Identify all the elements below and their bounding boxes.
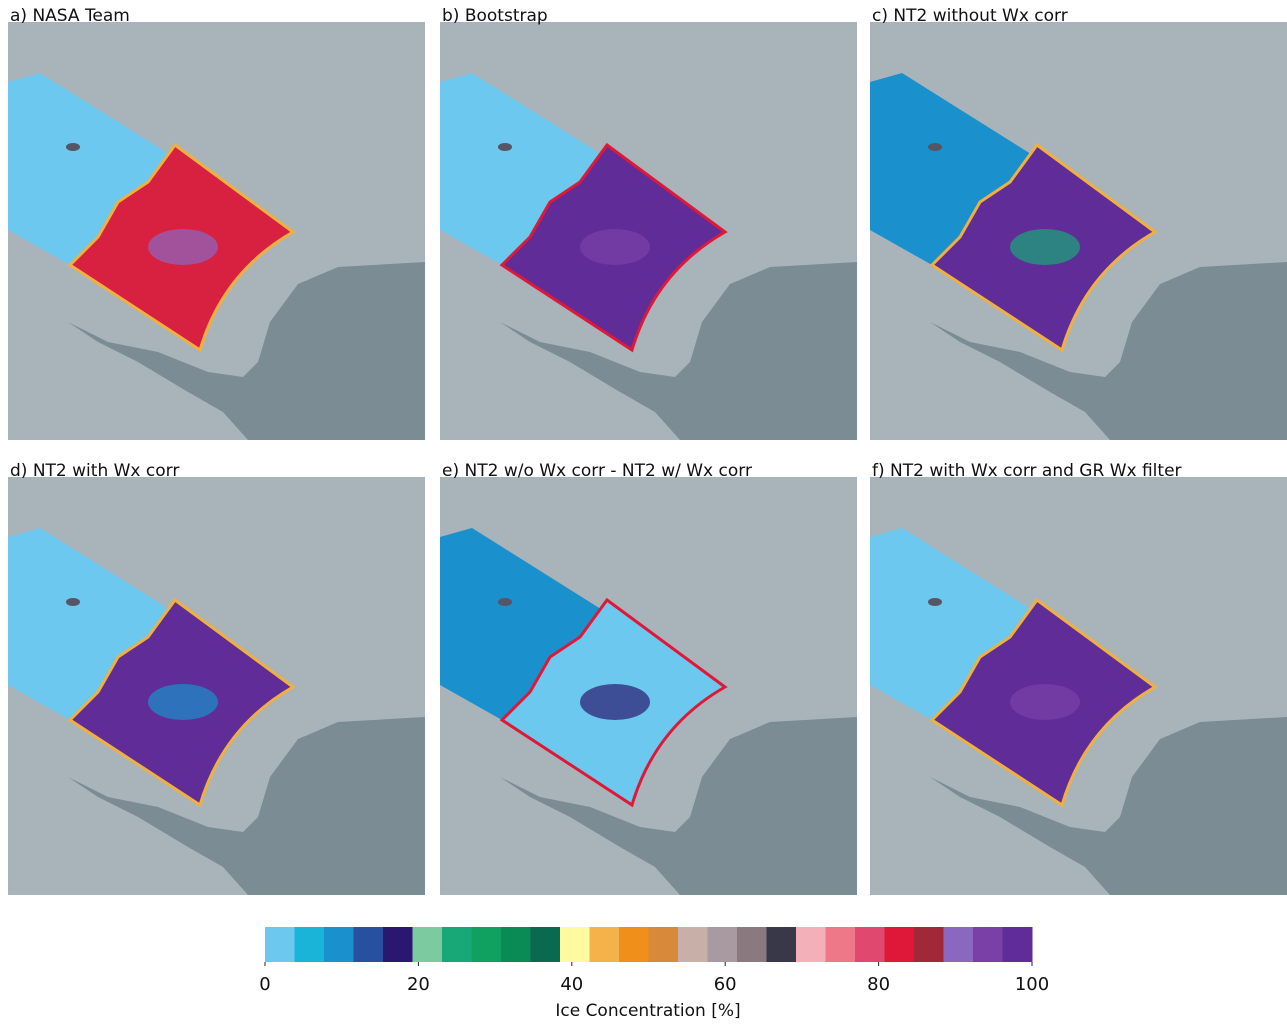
- colorbar-swatch: [590, 927, 620, 962]
- colorbar-swatch: [885, 927, 915, 962]
- colorbar-swatch: [826, 927, 856, 962]
- colorbar-swatch: [855, 927, 885, 962]
- panel-title: a) NASA Team: [10, 6, 130, 26]
- ice-patch: [498, 598, 512, 606]
- colorbar-swatch: [472, 927, 502, 962]
- colorbar-swatch: [265, 927, 295, 962]
- ice-patch: [1010, 684, 1080, 720]
- map-panel: [8, 22, 425, 440]
- colorbar-swatch: [619, 927, 649, 962]
- ice-patch: [498, 143, 512, 151]
- panel-title: f) NT2 with Wx corr and GR Wx filter: [872, 461, 1182, 481]
- colorbar-swatch: [442, 927, 472, 962]
- figure: Ice Concentration [%] a) NASA Team b) Boo…: [0, 0, 1287, 1024]
- colorbar-swatch: [737, 927, 767, 962]
- ice-patch: [148, 684, 218, 720]
- colorbar-swatch: [649, 927, 679, 962]
- colorbar-swatch: [413, 927, 443, 962]
- map-panel: [870, 477, 1287, 895]
- colorbar-tick-label: 80: [867, 974, 890, 995]
- colorbar-swatch: [767, 927, 797, 962]
- map-panel: [440, 22, 857, 440]
- colorbar-tick-label: 60: [714, 974, 737, 995]
- colorbar-swatch: [708, 927, 738, 962]
- panel-title: d) NT2 with Wx corr: [10, 461, 179, 481]
- panel-title: e) NT2 w/o Wx corr - NT2 w/ Wx corr: [442, 461, 752, 481]
- ice-patch: [928, 598, 942, 606]
- ice-patch: [928, 143, 942, 151]
- colorbar-tick-label: 40: [560, 974, 583, 995]
- ice-patch: [66, 143, 80, 151]
- map-panel: [870, 22, 1287, 440]
- ice-patch: [580, 229, 650, 265]
- colorbar-swatch: [531, 927, 561, 962]
- colorbar-swatch: [1003, 927, 1033, 962]
- colorbar-swatch: [914, 927, 944, 962]
- colorbar-tick-label: 0: [259, 974, 270, 995]
- colorbar-label: Ice Concentration [%]: [555, 1001, 740, 1021]
- colorbar-swatch: [324, 927, 354, 962]
- colorbar-swatch: [796, 927, 826, 962]
- panel-title: c) NT2 without Wx corr: [872, 6, 1068, 26]
- colorbar-swatch: [383, 927, 413, 962]
- ice-patch: [148, 229, 218, 265]
- colorbar-swatch: [560, 927, 590, 962]
- colorbar-swatch: [973, 927, 1003, 962]
- map-panel: [440, 477, 857, 895]
- panel-title: b) Bootstrap: [442, 6, 548, 26]
- ice-patch: [1010, 229, 1080, 265]
- colorbar-tick-label: 20: [407, 974, 430, 995]
- colorbar-tick-label: 100: [1015, 974, 1049, 995]
- ice-patch: [580, 684, 650, 720]
- colorbar-swatch: [944, 927, 974, 962]
- colorbar-swatch: [295, 927, 325, 962]
- colorbar-swatch: [501, 927, 531, 962]
- colorbar-swatch: [354, 927, 384, 962]
- colorbar-swatch: [678, 927, 708, 962]
- ice-patch: [66, 598, 80, 606]
- map-panel: [8, 477, 425, 895]
